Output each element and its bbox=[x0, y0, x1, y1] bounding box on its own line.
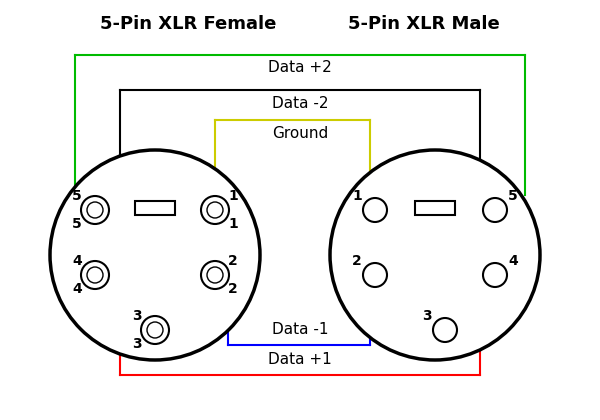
Circle shape bbox=[147, 322, 163, 338]
Text: 2: 2 bbox=[228, 254, 238, 268]
Text: Ground: Ground bbox=[272, 126, 328, 141]
Circle shape bbox=[87, 267, 103, 283]
Circle shape bbox=[330, 150, 540, 360]
Circle shape bbox=[141, 316, 169, 344]
Text: 4: 4 bbox=[508, 254, 518, 268]
Text: 5-Pin XLR Female: 5-Pin XLR Female bbox=[100, 15, 277, 33]
Circle shape bbox=[483, 263, 507, 287]
Text: Data +1: Data +1 bbox=[268, 352, 332, 368]
Circle shape bbox=[81, 196, 109, 224]
Text: 5: 5 bbox=[72, 217, 82, 231]
Text: 1: 1 bbox=[228, 217, 238, 231]
Circle shape bbox=[201, 196, 229, 224]
Text: 5-Pin XLR Male: 5-Pin XLR Male bbox=[348, 15, 500, 33]
Text: Data -1: Data -1 bbox=[272, 323, 328, 338]
Text: Data +2: Data +2 bbox=[268, 60, 332, 76]
Circle shape bbox=[201, 261, 229, 289]
Circle shape bbox=[363, 263, 387, 287]
Text: Data -2: Data -2 bbox=[272, 95, 328, 110]
Circle shape bbox=[81, 261, 109, 289]
Text: 3: 3 bbox=[132, 337, 142, 351]
Text: 1: 1 bbox=[352, 189, 362, 203]
Text: 4: 4 bbox=[72, 254, 82, 268]
Text: 1: 1 bbox=[228, 189, 238, 203]
Text: 3: 3 bbox=[422, 309, 432, 323]
Circle shape bbox=[87, 202, 103, 218]
Circle shape bbox=[207, 202, 223, 218]
Circle shape bbox=[433, 318, 457, 342]
Circle shape bbox=[483, 198, 507, 222]
Bar bbox=[415, 201, 455, 215]
Text: 5: 5 bbox=[72, 189, 82, 203]
Circle shape bbox=[50, 150, 260, 360]
Bar bbox=[135, 201, 175, 215]
Text: 2: 2 bbox=[352, 254, 362, 268]
Circle shape bbox=[363, 198, 387, 222]
Text: 3: 3 bbox=[132, 309, 142, 323]
Circle shape bbox=[207, 267, 223, 283]
Text: 4: 4 bbox=[72, 282, 82, 296]
Text: 5: 5 bbox=[508, 189, 518, 203]
Text: 2: 2 bbox=[228, 282, 238, 296]
